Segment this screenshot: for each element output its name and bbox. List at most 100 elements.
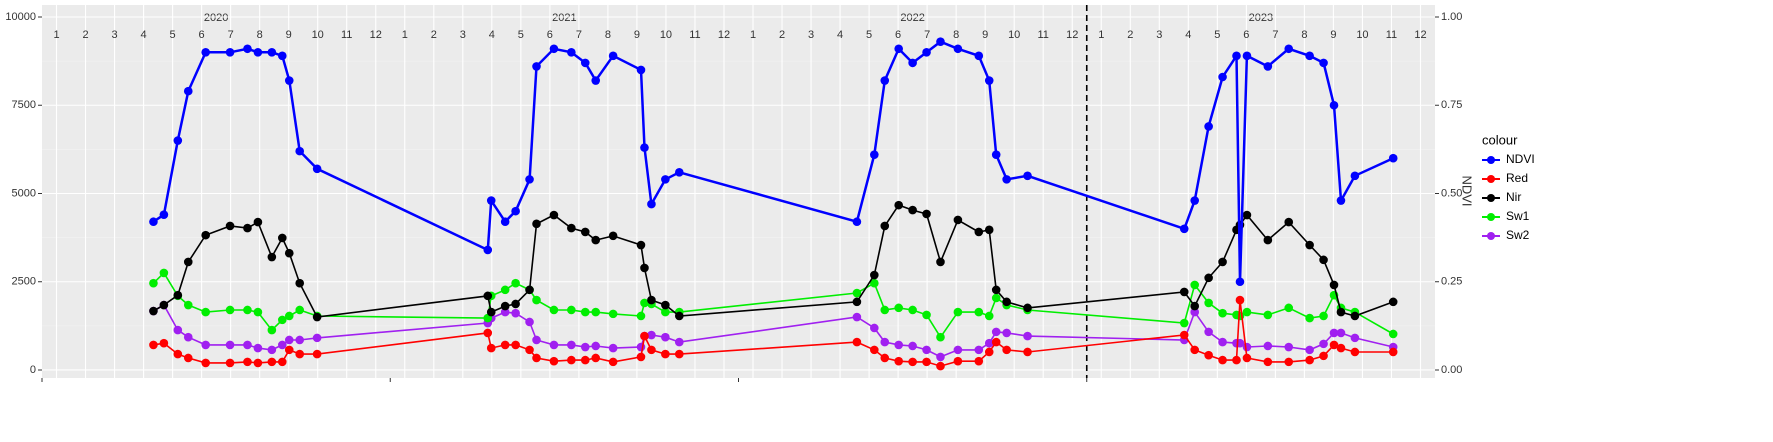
point xyxy=(483,328,493,338)
point xyxy=(149,278,158,288)
month-label: 6 xyxy=(547,29,553,41)
month-label: 3 xyxy=(460,29,466,41)
point xyxy=(253,48,263,57)
year-label: 2021 xyxy=(552,12,576,24)
point xyxy=(295,278,305,288)
month-label: 5 xyxy=(1214,29,1220,41)
month-label: 4 xyxy=(837,29,843,41)
point xyxy=(1350,333,1360,343)
point xyxy=(183,86,193,96)
point xyxy=(870,345,879,355)
point xyxy=(295,349,305,359)
point xyxy=(532,353,541,363)
point xyxy=(525,345,534,355)
point xyxy=(532,335,541,345)
point xyxy=(1002,297,1011,307)
point xyxy=(183,257,193,267)
point xyxy=(591,307,601,317)
point xyxy=(1218,257,1227,267)
point xyxy=(486,196,496,205)
point xyxy=(567,305,576,315)
legend-label: Red xyxy=(1506,171,1528,185)
point xyxy=(608,357,618,367)
point xyxy=(1235,277,1245,287)
point xyxy=(894,356,903,366)
point xyxy=(922,310,931,320)
point xyxy=(532,62,541,71)
point xyxy=(1305,355,1314,365)
point xyxy=(894,303,903,313)
point xyxy=(1388,297,1398,307)
point xyxy=(936,352,945,362)
point xyxy=(591,235,601,245)
point xyxy=(183,353,193,363)
point xyxy=(277,357,287,367)
point xyxy=(549,210,559,220)
point xyxy=(1284,342,1294,352)
month-label: 12 xyxy=(370,29,382,41)
y-tick-label: 10000 xyxy=(5,11,36,23)
point xyxy=(953,215,963,225)
point xyxy=(1263,62,1273,71)
month-label: 9 xyxy=(634,29,640,41)
point xyxy=(159,210,169,219)
month-label: 7 xyxy=(228,29,234,41)
month-label: 5 xyxy=(518,29,524,41)
point xyxy=(1179,318,1189,328)
legend-swatch xyxy=(1487,194,1495,202)
point xyxy=(991,150,1001,159)
point xyxy=(1329,340,1339,350)
point xyxy=(674,311,684,321)
point xyxy=(1388,329,1398,339)
point xyxy=(936,332,945,342)
point xyxy=(567,223,576,233)
point xyxy=(936,361,945,371)
point xyxy=(500,307,510,317)
point xyxy=(284,248,294,258)
point xyxy=(580,227,590,237)
point xyxy=(953,356,963,366)
month-label: 10 xyxy=(1356,29,1368,41)
point xyxy=(1329,100,1339,110)
point xyxy=(511,278,520,288)
point xyxy=(974,345,984,355)
point xyxy=(1190,345,1200,355)
point xyxy=(267,345,277,355)
point xyxy=(159,268,169,278)
month-label: 11 xyxy=(1038,29,1049,41)
point xyxy=(1179,287,1189,297)
month-label: 5 xyxy=(866,29,872,41)
point xyxy=(880,221,890,231)
point xyxy=(1336,307,1346,317)
point xyxy=(277,315,287,325)
point xyxy=(1179,330,1189,340)
point xyxy=(549,305,559,315)
point xyxy=(908,205,917,215)
point xyxy=(500,340,510,350)
point xyxy=(225,221,235,231)
point xyxy=(267,48,277,57)
month-label: 3 xyxy=(111,29,117,41)
point xyxy=(1204,273,1213,283)
point xyxy=(880,353,890,363)
point xyxy=(277,340,287,350)
point xyxy=(201,340,210,350)
point xyxy=(1218,337,1227,347)
point xyxy=(486,343,496,353)
legend-label: Sw2 xyxy=(1506,228,1530,242)
point xyxy=(674,337,684,347)
point xyxy=(991,285,1001,295)
point xyxy=(1263,235,1273,245)
point xyxy=(1319,58,1328,68)
point xyxy=(984,225,994,235)
point xyxy=(1023,171,1032,181)
point xyxy=(284,335,294,345)
point xyxy=(1218,308,1227,318)
point xyxy=(894,44,903,54)
point xyxy=(870,150,879,159)
month-label: 4 xyxy=(1185,29,1191,41)
point xyxy=(1336,196,1346,205)
point xyxy=(661,332,670,342)
point xyxy=(852,312,862,322)
point xyxy=(580,355,590,365)
